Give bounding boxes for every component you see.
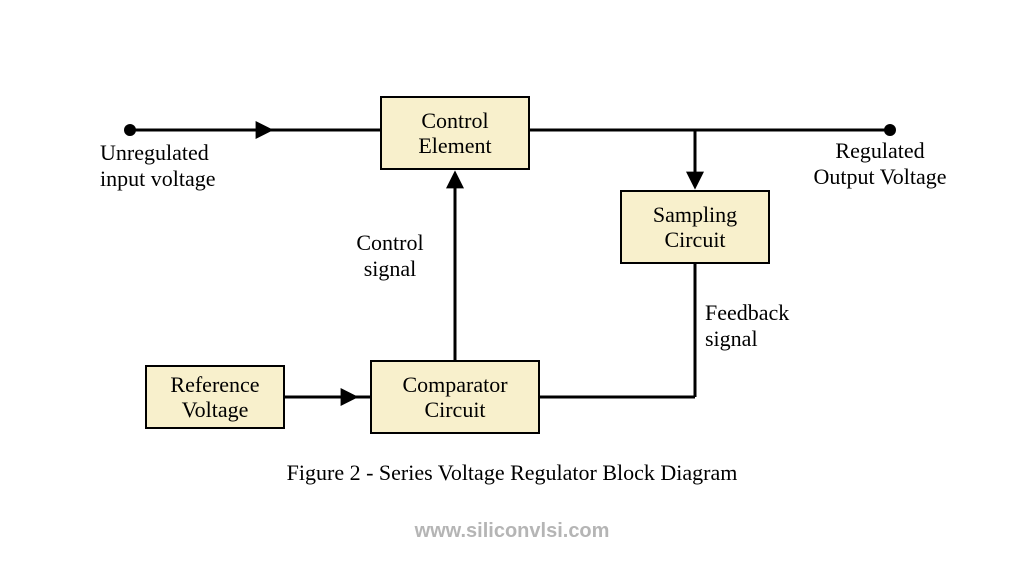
diagram-canvas: Control Element Sampling Circuit Compara… <box>0 0 1024 576</box>
feedback-signal-label-2: signal <box>705 326 758 351</box>
output-voltage-label-1: Regulated <box>835 138 924 163</box>
control-element-label-2: Element <box>418 133 491 158</box>
feedback-signal-label-1: Feedback <box>705 300 789 325</box>
reference-voltage-label-2: Voltage <box>182 397 249 422</box>
control-element-block: Control Element <box>380 96 530 170</box>
figure-caption-text: Figure 2 - Series Voltage Regulator Bloc… <box>287 460 738 485</box>
control-signal-label-2: signal <box>364 256 417 281</box>
sampling-circuit-label-2: Circuit <box>664 227 725 252</box>
feedback-signal-label: Feedback signal <box>705 300 845 353</box>
watermark-text: www.siliconvlsi.com <box>0 520 1024 543</box>
sampling-circuit-label-1: Sampling <box>653 202 737 227</box>
wire-layer <box>0 0 1024 576</box>
control-element-label-1: Control <box>421 108 488 133</box>
control-signal-label: Control signal <box>330 230 450 283</box>
input-voltage-label-2: input voltage <box>100 166 215 191</box>
figure-caption: Figure 2 - Series Voltage Regulator Bloc… <box>0 460 1024 486</box>
comparator-circuit-label-1: Comparator <box>402 372 507 397</box>
reference-voltage-label-1: Reference <box>170 372 259 397</box>
reference-voltage-block: Reference Voltage <box>145 365 285 429</box>
watermark-text-span: www.siliconvlsi.com <box>415 520 610 542</box>
control-signal-label-1: Control <box>356 230 423 255</box>
comparator-circuit-label-2: Circuit <box>424 397 485 422</box>
comparator-circuit-block: Comparator Circuit <box>370 360 540 434</box>
sampling-circuit-block: Sampling Circuit <box>620 190 770 264</box>
input-voltage-label-1: Unregulated <box>100 140 209 165</box>
input-voltage-label: Unregulated input voltage <box>100 140 290 193</box>
output-voltage-label: Regulated Output Voltage <box>770 138 990 191</box>
output-voltage-label-2: Output Voltage <box>813 164 946 189</box>
